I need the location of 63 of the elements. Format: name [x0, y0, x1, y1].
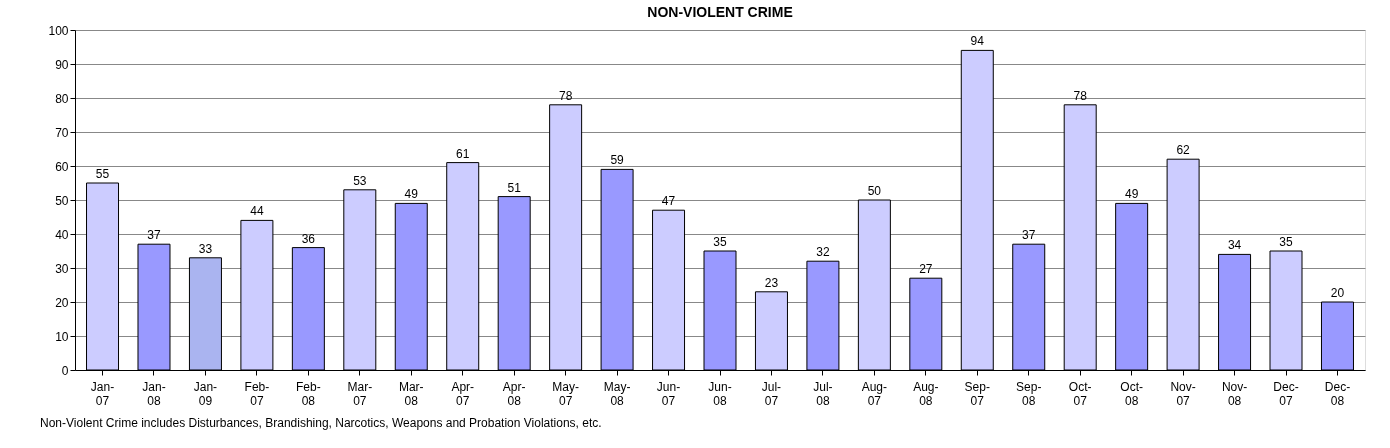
data-label: 53 [353, 173, 367, 188]
y-tick-label: 0 [61, 363, 69, 378]
x-tick-label: Jul-07 [761, 379, 782, 408]
x-tick-label: Jul-08 [813, 379, 833, 408]
data-label: 55 [95, 167, 110, 181]
data-label: 47 [661, 194, 676, 209]
data-label: 61 [456, 146, 470, 161]
y-tick-label: 90 [55, 57, 69, 72]
data-label: 78 [1073, 88, 1088, 103]
y-tick-label: 50 [55, 193, 69, 208]
y-tick-label: 100 [48, 23, 69, 38]
data-label: 37 [1022, 228, 1036, 243]
x-tick-label: Feb-07 [244, 379, 270, 408]
x-tick-label: Mar-08 [398, 379, 424, 408]
data-label: 34 [1227, 238, 1242, 253]
data-label: 35 [1279, 235, 1294, 249]
text: Non-Violent Crime includes Disturbances, Brandishing, Narcotics, Weapons and Probation Violations, etc. [40, 416, 602, 430]
x-tick-label: Oct-07 [1068, 379, 1092, 408]
x-tick-label: Jun-07 [656, 379, 681, 408]
y-tick-label: 20 [55, 295, 69, 310]
y-tick-label: 60 [55, 159, 69, 174]
y-tick-label: 80 [55, 91, 69, 106]
data-label: 32 [816, 245, 830, 260]
x-tick-label: Oct-08 [1120, 379, 1143, 408]
data-label: 78 [558, 88, 573, 103]
x-tick-label: Jan-07 [90, 379, 115, 408]
x-tick-label: Apr-08 [502, 379, 526, 408]
data-label: 62 [1176, 143, 1191, 158]
data-label: 94 [970, 34, 985, 49]
data-label: 33 [198, 241, 213, 256]
data-label: 20 [1330, 286, 1345, 300]
y-tick-label: 30 [55, 261, 69, 276]
x-tick-label: Mar-07 [347, 379, 373, 408]
x-tick-label: Feb-08 [296, 379, 321, 408]
data-label: 35 [713, 235, 727, 249]
x-tick-label: Aug-07 [861, 379, 888, 408]
data-label: 59 [610, 153, 625, 168]
data-label: 51 [507, 180, 522, 195]
x-tick-label: Dec-08 [1324, 379, 1351, 408]
data-label: 44 [250, 204, 264, 219]
data-label: 37 [147, 228, 161, 243]
chart-title: NON-VIOLENT CRIME [647, 4, 793, 20]
data-label: 50 [867, 184, 882, 198]
x-tick-label: Sep-07 [964, 379, 990, 408]
x-tick-label: May-07 [552, 379, 579, 408]
y-tick-label: 40 [55, 227, 69, 242]
y-tick-label: 70 [55, 125, 69, 140]
x-tick-label: Sep-08 [1016, 379, 1042, 408]
x-tick-label: Jan-09 [193, 379, 218, 408]
data-label: 49 [1124, 187, 1139, 202]
data-label: 23 [764, 275, 779, 290]
x-tick-label: Jan-08 [142, 379, 166, 408]
x-tick-label: Jun-08 [708, 379, 732, 408]
data-label: 49 [404, 187, 419, 202]
data-label: 36 [301, 231, 316, 246]
x-tick-label: Nov-07 [1170, 379, 1196, 408]
y-tick-label: 10 [55, 329, 69, 344]
x-tick-label: May-08 [603, 379, 631, 408]
x-tick-label: Apr-07 [451, 379, 475, 408]
data-label: 27 [919, 262, 933, 277]
x-tick-label: Dec-07 [1273, 379, 1299, 408]
x-tick-label: Aug-08 [913, 379, 939, 408]
x-tick-label: Nov-08 [1221, 379, 1248, 408]
